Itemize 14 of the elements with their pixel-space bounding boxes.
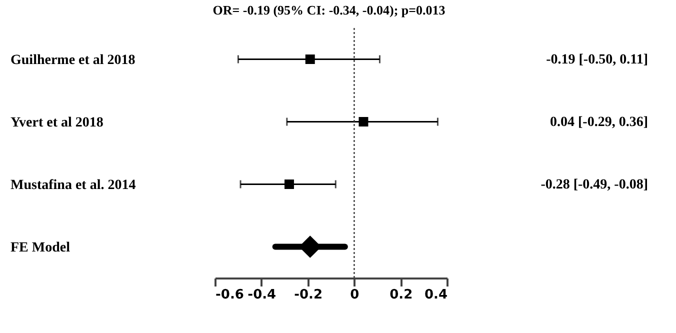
- x-tick-label: 0.2: [390, 288, 413, 302]
- y-tick-label: Yvert et al 2018: [10, 115, 104, 130]
- chart-title: OR= -0.19 (95% CI: -0.34, -0.04); p=0.013: [212, 2, 446, 18]
- y-tick-label: Mustafina et al. 2014: [10, 178, 136, 193]
- x-tick-label: 0.4: [424, 288, 448, 302]
- x-tick-label: -0.4: [248, 288, 276, 302]
- x-tick-label: -0.2: [294, 288, 323, 302]
- x-tick-label: 0: [350, 288, 360, 302]
- data-label: -0.19 [-0.50, 0.11]: [546, 52, 648, 68]
- data-label: 0.04 [-0.29, 0.36]: [550, 114, 648, 130]
- data-label: -0.28 [-0.49, -0.08]: [540, 177, 648, 192]
- y-tick-label: Guilherme et al 2018: [10, 52, 136, 68]
- x-tick-label: -0.6: [216, 288, 244, 302]
- y-tick-label: FE Model: [10, 240, 70, 256]
